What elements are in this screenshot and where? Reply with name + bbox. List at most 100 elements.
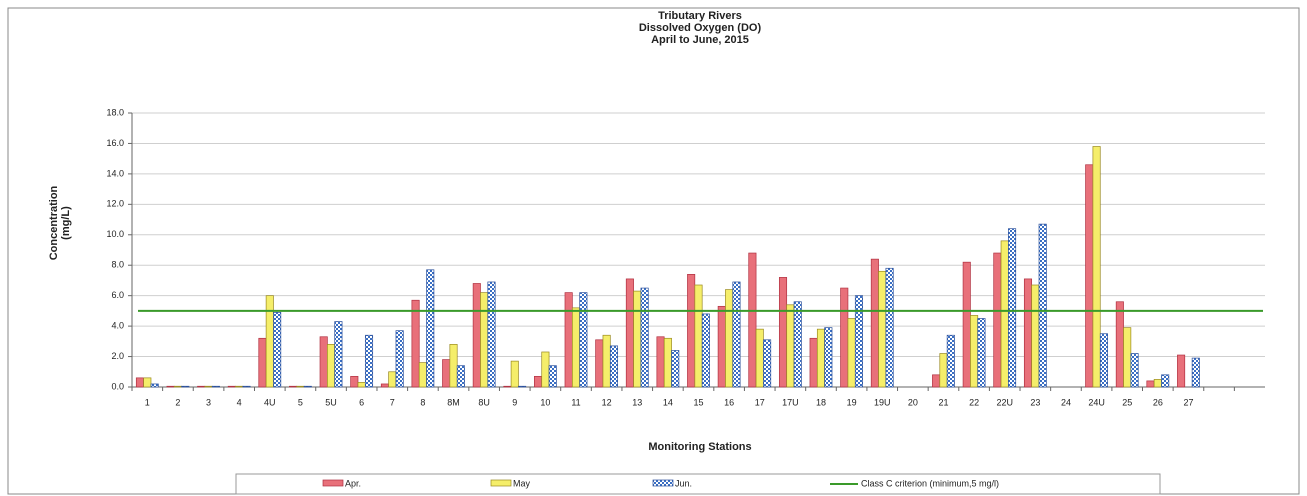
x-tick-label: 20 xyxy=(908,397,918,407)
bar xyxy=(809,337,818,388)
bar xyxy=(755,328,764,388)
bar xyxy=(1115,301,1124,388)
bar xyxy=(334,321,343,388)
y-tick-label: 6.0 xyxy=(111,290,124,300)
bar xyxy=(319,336,328,388)
bar xyxy=(656,336,665,388)
bar xyxy=(395,330,404,388)
bar xyxy=(732,281,741,388)
bar xyxy=(510,360,519,388)
bar xyxy=(518,385,527,388)
bar xyxy=(449,344,458,388)
bar xyxy=(725,289,734,388)
bar xyxy=(932,374,941,388)
bar xyxy=(503,385,512,388)
bar xyxy=(625,278,634,388)
x-tick-label: 24U xyxy=(1088,397,1105,407)
bar xyxy=(227,385,236,388)
x-tick-label: 4 xyxy=(237,397,242,407)
legend-label: Class C criterion (minimum,5 mg/l) xyxy=(861,478,999,488)
chart-frame xyxy=(7,7,1300,495)
x-tick-label: 17U xyxy=(782,397,799,407)
bar xyxy=(548,365,557,388)
bar xyxy=(258,337,267,388)
bar xyxy=(411,299,420,388)
x-tick-label: 24 xyxy=(1061,397,1071,407)
bar xyxy=(993,252,1002,388)
legend-swatch xyxy=(322,479,344,487)
bar xyxy=(609,345,619,388)
y-axis-title: Concentration xyxy=(48,185,60,260)
bar xyxy=(885,267,894,388)
x-tick-label: 25 xyxy=(1122,397,1132,407)
bar xyxy=(1146,380,1155,388)
bar xyxy=(242,385,251,388)
bar xyxy=(778,277,788,388)
bar xyxy=(1130,353,1139,388)
bar xyxy=(487,281,496,388)
bar xyxy=(364,334,374,388)
bar xyxy=(327,344,336,388)
x-tick-label: 1 xyxy=(145,397,150,407)
bar xyxy=(595,339,604,388)
bar xyxy=(1123,327,1132,388)
bar xyxy=(946,334,955,388)
bar xyxy=(870,258,879,388)
bar xyxy=(456,365,465,388)
y-tick-label: 16.0 xyxy=(106,138,124,148)
x-tick-label: 11 xyxy=(571,397,580,407)
bar xyxy=(970,315,979,388)
bar xyxy=(534,375,543,388)
bar xyxy=(878,270,887,388)
bar xyxy=(1085,164,1094,388)
x-tick-label: 21 xyxy=(938,397,948,407)
y-axis-title: (mg/L) xyxy=(60,206,72,240)
bar xyxy=(717,305,726,388)
chart-title: Dissolved Oxygen (DO) xyxy=(639,22,762,34)
y-tick-label: 0.0 xyxy=(111,381,124,391)
bar xyxy=(197,385,206,388)
bar xyxy=(388,371,397,388)
x-tick-label: 22U xyxy=(996,397,1013,407)
bar xyxy=(150,383,159,388)
bar xyxy=(211,385,220,388)
x-tick-label: 15 xyxy=(693,397,703,407)
x-tick-label: 5 xyxy=(298,397,303,407)
bar xyxy=(748,252,757,388)
x-tick-label: 19 xyxy=(847,397,857,407)
x-tick-label: 18 xyxy=(816,397,826,407)
bar xyxy=(763,339,772,388)
bar xyxy=(847,318,856,388)
bar xyxy=(1092,146,1101,388)
bar xyxy=(571,307,581,388)
bar xyxy=(663,337,672,388)
bar xyxy=(1191,357,1200,388)
bar xyxy=(135,377,144,388)
bar xyxy=(633,290,642,388)
x-tick-label: 12 xyxy=(602,397,612,407)
bar xyxy=(602,334,611,388)
bar xyxy=(1099,333,1108,388)
bar xyxy=(1031,284,1040,388)
bar xyxy=(181,385,190,388)
legend-swatch xyxy=(490,479,512,487)
bar xyxy=(1177,354,1186,388)
bar xyxy=(380,383,389,388)
y-tick-label: 14.0 xyxy=(106,168,124,178)
x-tick-label: 8 xyxy=(420,397,425,407)
x-tick-label: 13 xyxy=(632,397,642,407)
bar xyxy=(640,287,649,388)
bar xyxy=(1008,228,1017,388)
bar xyxy=(541,351,550,388)
x-tick-label: 10 xyxy=(540,397,550,407)
x-tick-label: 2 xyxy=(175,397,180,407)
bar xyxy=(824,327,833,388)
bar xyxy=(143,377,152,388)
bar xyxy=(273,312,282,388)
bar xyxy=(480,292,489,388)
bar xyxy=(1023,278,1033,388)
bar xyxy=(204,385,213,388)
bar xyxy=(357,382,366,388)
x-tick-label: 6 xyxy=(359,397,364,407)
legend-label: May xyxy=(513,478,531,488)
